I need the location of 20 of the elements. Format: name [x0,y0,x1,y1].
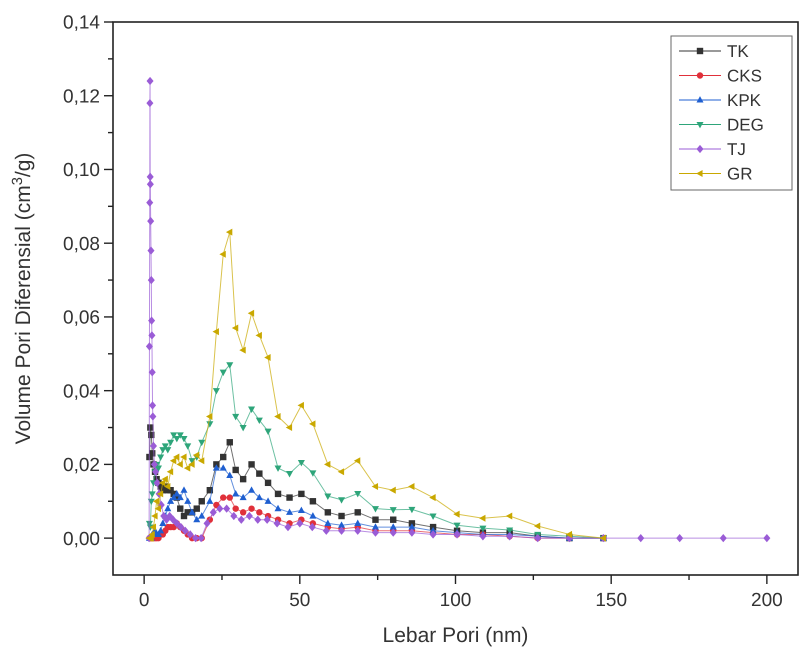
legend-label: DEG [727,115,764,134]
x-axis-title: Lebar Pori (nm) [382,624,528,647]
x-tick-label: 0 [138,590,150,611]
x-tick-label: 100 [440,590,472,611]
y-tick-label: 0,14 [63,12,100,34]
legend-label: KPK [727,90,762,110]
y-tick-label: 0,04 [63,381,100,402]
y-tick-label: 0,06 [63,308,100,329]
y-tick-label: 0,12 [63,86,100,108]
legend-label: TK [727,42,750,61]
y-tick-label: 0,00 [63,528,100,550]
x-tick-label: 50 [289,590,310,611]
x-tick-label: 200 [751,590,783,611]
y-tick-label: 0,08 [63,234,100,255]
legend-label: TJ [727,140,746,159]
x-tick-label: 150 [595,590,628,611]
legend-label: CKS [727,66,762,86]
y-tick-label: 0,10 [63,160,100,182]
legend-label: GR [727,164,752,184]
y-tick-label: 0,02 [63,455,100,476]
